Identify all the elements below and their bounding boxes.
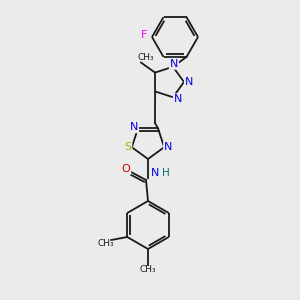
- Text: O: O: [122, 164, 130, 174]
- Text: N: N: [185, 77, 193, 87]
- Text: N: N: [164, 142, 172, 152]
- Text: CH₃: CH₃: [98, 239, 115, 248]
- Text: S: S: [124, 142, 131, 152]
- Text: CH₃: CH₃: [137, 53, 154, 62]
- Text: F: F: [141, 30, 147, 40]
- Text: N: N: [170, 59, 178, 69]
- Text: CH₃: CH₃: [140, 266, 156, 274]
- Text: N: N: [151, 168, 159, 178]
- Text: N: N: [174, 94, 182, 104]
- Text: H: H: [162, 168, 170, 178]
- Text: N: N: [130, 122, 138, 132]
